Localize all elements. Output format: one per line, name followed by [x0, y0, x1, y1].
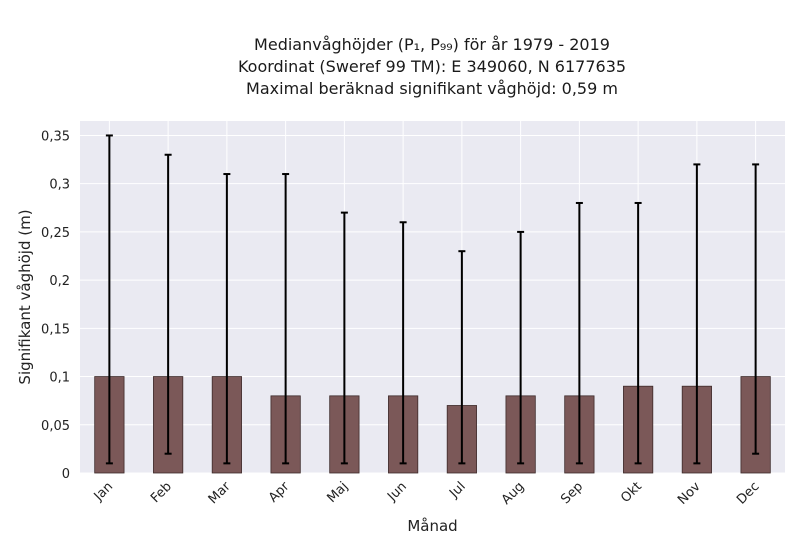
x-tick-label: Aug: [499, 479, 528, 508]
y-tick-label: 0,3: [49, 178, 70, 193]
x-tick-label: Maj: [324, 479, 351, 506]
error-bars: [105, 134, 760, 465]
plot-area: [80, 121, 785, 473]
x-tick-labels: Jan Feb Mar Apr Maj Jun Jul Aug Sep Okt Nov Dec: [91, 479, 763, 508]
y-tick-label: 0,35: [41, 129, 70, 144]
x-tick-label: Jul: [446, 479, 468, 501]
chart-title-line-3: Maximal beräknad signifikant våghöjd: 0,…: [246, 79, 618, 98]
x-tick-label: Jan: [91, 479, 116, 504]
x-tick-label: Mar: [206, 479, 234, 507]
y-tick-label: 0,15: [41, 322, 70, 337]
x-tick-label: Nov: [675, 479, 704, 508]
x-tick-label: Feb: [148, 479, 175, 506]
chart-title: Medianvåghöjder (P₁, P₉₉) för år 1979 - …: [0, 34, 800, 100]
x-tick-label: Okt: [618, 479, 645, 506]
y-tick-label: 0: [62, 467, 70, 482]
y-tick-label: 0,25: [41, 226, 70, 241]
chart-title-line-1: Medianvåghöjder (P₁, P₉₉) för år 1979 - …: [254, 35, 610, 54]
y-tick-label: 0,05: [41, 419, 70, 434]
y-tick-label: 0,2: [49, 274, 70, 289]
y-axis-label: Signifikant våghöjd (m): [16, 209, 34, 384]
x-tick-label: Dec: [734, 479, 762, 507]
x-tick-label: Jun: [384, 479, 410, 505]
chart-title-line-2: Koordinat (Sweref 99 TM): E 349060, N 61…: [237, 57, 627, 76]
y-tick-label: 0,1: [49, 371, 70, 386]
y-tick-labels: 0 0,05 0,1 0,15 0,2 0,25 0,3 0,35: [41, 129, 70, 482]
x-tick-label: Sep: [558, 479, 586, 507]
x-tick-label: Apr: [266, 479, 293, 506]
x-axis-label: Månad: [407, 517, 457, 535]
